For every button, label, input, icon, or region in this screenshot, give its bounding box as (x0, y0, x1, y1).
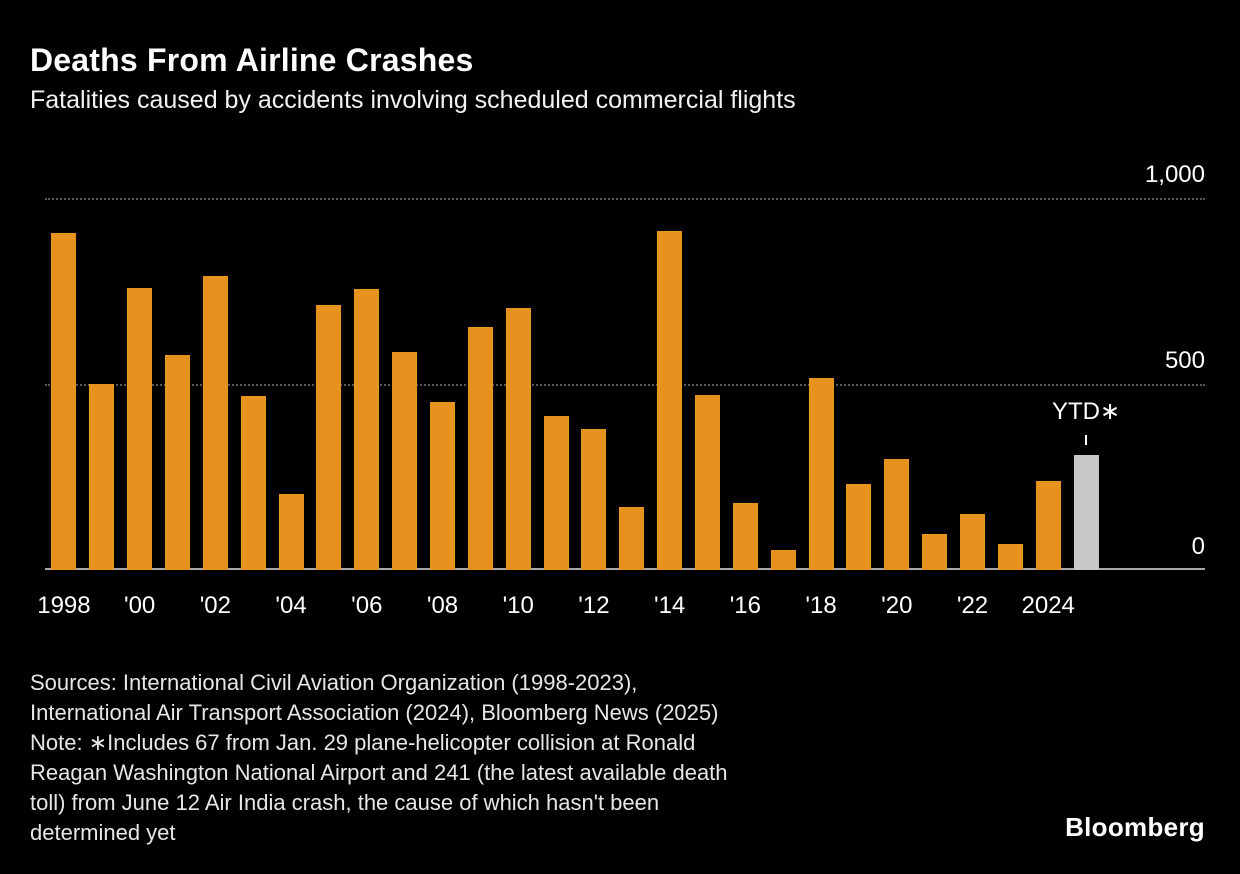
bar-2011 (543, 416, 569, 570)
x-tick-04: '04 (275, 592, 307, 619)
x-tick-16: '16 (729, 592, 761, 619)
bar-2009 (467, 327, 493, 570)
bar-2006 (354, 289, 380, 570)
bar-1998 (51, 233, 77, 570)
gridline-1000 (45, 198, 1205, 200)
x-ticks-layer: 1998 '00 '02 '04 '06 '08 '10 '12 '14 '16 '18 '20 '22… (37, 198, 1205, 619)
chart-subtitle: Fatalities caused by accidents involving… (30, 86, 796, 114)
bar-2003 (240, 396, 266, 570)
y-tick-label-500: 500 (1164, 347, 1205, 374)
ytd-annotation-label: YTD∗ (1052, 398, 1121, 425)
bar-2004 (278, 494, 304, 570)
bar-2023 (997, 544, 1023, 570)
bar-2000 (127, 288, 153, 570)
x-tick-1998: 1998 (37, 592, 91, 619)
plot-area: 1,000 500 0 1998 '00 '02 '04 '06 '08 '10 '12 '14… (37, 161, 1205, 619)
source-line: International Air Transport Association … (30, 700, 719, 725)
bar-2024 (1035, 481, 1061, 570)
x-tick-22: '22 (956, 592, 989, 619)
bars-layer (45, 198, 1205, 570)
source-line: Reagan Washington National Airport and 2… (30, 760, 728, 785)
bar-2015 (695, 395, 720, 570)
y-tick-label-0: 0 (1191, 533, 1205, 560)
bar-2005 (316, 305, 342, 570)
x-tick-2024: 2024 (1021, 592, 1075, 619)
bar-2022 (960, 514, 985, 570)
x-tick-06: '06 (351, 592, 383, 619)
bar-2008 (430, 402, 455, 570)
ytd-annotation-tick (1085, 435, 1088, 445)
source-note: Sources: International Civil Aviation Or… (30, 668, 728, 848)
x-tick-02: '02 (199, 592, 231, 619)
x-tick-14: '14 (654, 592, 686, 619)
bar-2020 (884, 459, 910, 570)
bar-2001 (165, 355, 190, 570)
x-tick-12: '12 (578, 592, 610, 619)
bar-2013 (619, 507, 645, 570)
x-tick-10: '10 (502, 592, 534, 619)
bar-2007 (392, 352, 418, 570)
chart-title: Deaths From Airline Crashes (30, 42, 474, 78)
bar-2019 (846, 484, 872, 570)
x-tick-18: '18 (805, 592, 837, 619)
source-line: Note: ∗Includes 67 from Jan. 29 plane-he… (30, 730, 696, 755)
x-tick-00: '00 (124, 592, 156, 619)
source-line: determined yet (30, 820, 176, 845)
x-tick-08: '08 (426, 592, 459, 619)
x-tick-20: '20 (881, 592, 913, 619)
bar-2012 (581, 429, 607, 570)
source-line: toll) from June 12 Air India crash, the … (30, 790, 660, 815)
bar-2002 (202, 276, 228, 570)
y-tick-label-1000: 1,000 (1144, 161, 1205, 188)
bar-2010 (505, 308, 531, 570)
gridline-500 (45, 384, 1205, 386)
bar-2014 (657, 231, 683, 570)
bar-2025-YTD (1073, 455, 1099, 570)
source-line: Sources: International Civil Aviation Or… (30, 670, 638, 695)
bar-2018 (808, 378, 834, 570)
bar-2017 (770, 550, 796, 570)
bar-1999 (89, 384, 115, 570)
bar-2016 (732, 503, 758, 570)
bar-2021 (922, 534, 948, 570)
bloomberg-logo: Bloomberg (1065, 812, 1205, 842)
